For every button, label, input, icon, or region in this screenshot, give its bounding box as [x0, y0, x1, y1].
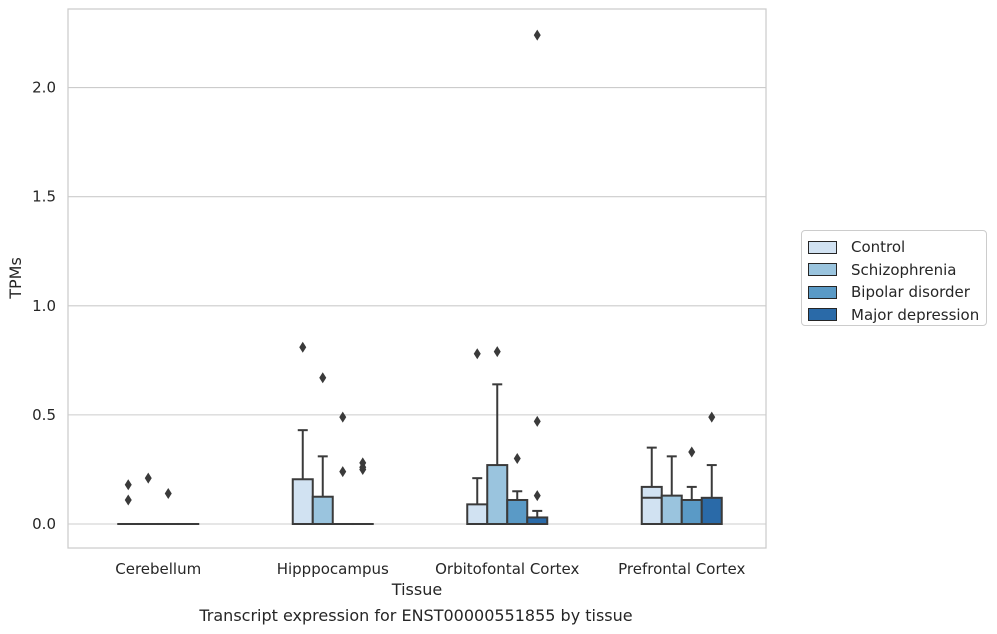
box-body — [660, 494, 683, 525]
y-tick-label: 1.5 — [32, 188, 56, 206]
box-body — [700, 496, 723, 525]
box-bipolar-disorder — [680, 446, 703, 525]
box-control — [466, 348, 489, 525]
outlier-point — [339, 411, 347, 423]
box-body — [466, 503, 489, 525]
outlier-point — [124, 494, 132, 506]
outlier-point — [513, 453, 521, 465]
boxes-layer — [117, 29, 723, 526]
x-tick-label: Hipppocampus — [277, 560, 389, 578]
box-schizophrenia — [660, 455, 683, 525]
legend-item: Schizophrenia — [808, 259, 986, 282]
x-tick-label: Prefrontal Cortex — [618, 560, 745, 578]
box-schizophrenia — [486, 346, 509, 525]
box-body — [680, 498, 703, 525]
chart-caption: Transcript expression for ENST0000055185… — [199, 606, 633, 625]
legend: Control Schizophrenia Bipolar disorder Majo… — [801, 230, 987, 326]
legend-item: Bipolar disorder — [808, 281, 986, 304]
box-body — [640, 485, 663, 525]
y-tick-label: 0.0 — [32, 515, 56, 533]
y-tick-labels: 0.0 0.5 1.0 1.5 2.0 — [32, 79, 56, 533]
outlier-point — [299, 341, 307, 353]
x-tick-label: Cerebellum — [115, 560, 201, 578]
outlier-point — [533, 490, 541, 502]
legend-label: Bipolar disorder — [851, 283, 970, 302]
box-body — [506, 498, 529, 525]
box-major-depression — [526, 29, 549, 525]
legend-label: Major depression — [851, 305, 980, 324]
y-tick-label: 2.0 — [32, 79, 56, 97]
box-schizophrenia — [311, 372, 334, 525]
legend-swatch — [808, 240, 837, 254]
box-bipolar-disorder — [157, 487, 180, 526]
box-control — [640, 446, 663, 525]
legend-swatch — [808, 263, 837, 277]
outlier-point — [473, 348, 481, 360]
outlier-point — [493, 346, 501, 358]
box-body — [311, 495, 334, 525]
plot-area-frame — [67, 8, 767, 549]
y-tick-label: 0.5 — [32, 406, 56, 424]
y-gridlines — [68, 87, 766, 525]
outlier-point — [319, 372, 327, 384]
box-major-depression — [351, 457, 374, 526]
y-tick-label: 1.0 — [32, 297, 56, 315]
box-schizophrenia — [137, 472, 160, 526]
outlier-point — [533, 29, 541, 41]
outlier-point — [533, 415, 541, 427]
outlier-point — [708, 411, 716, 423]
outlier-point — [164, 487, 172, 499]
box-body — [486, 464, 509, 525]
outlier-point — [339, 466, 347, 478]
legend-item: Control — [808, 236, 986, 259]
box-control — [291, 341, 314, 525]
x-tick-labels: Cerebellum Hipppocampus Orbitofontal Corte… — [115, 560, 745, 578]
legend-label: Schizophrenia — [851, 260, 957, 279]
legend-swatch — [808, 285, 837, 299]
legend-swatch — [808, 308, 837, 322]
outlier-point — [688, 446, 696, 458]
legend-label: Control — [851, 238, 906, 257]
x-tick-label: Orbitofontal Cortex — [435, 560, 579, 578]
box-body — [291, 478, 314, 525]
box-bipolar-disorder — [331, 411, 354, 526]
y-axis-label: TPMs — [6, 257, 25, 300]
box-bipolar-disorder — [506, 453, 529, 525]
outlier-point — [124, 479, 132, 491]
outlier-point — [144, 472, 152, 484]
box-major-depression — [700, 411, 723, 525]
legend-item: Major depression — [808, 304, 986, 327]
outlier-point — [359, 463, 367, 475]
box-control — [117, 479, 140, 526]
x-axis-label: Tissue — [391, 580, 442, 599]
